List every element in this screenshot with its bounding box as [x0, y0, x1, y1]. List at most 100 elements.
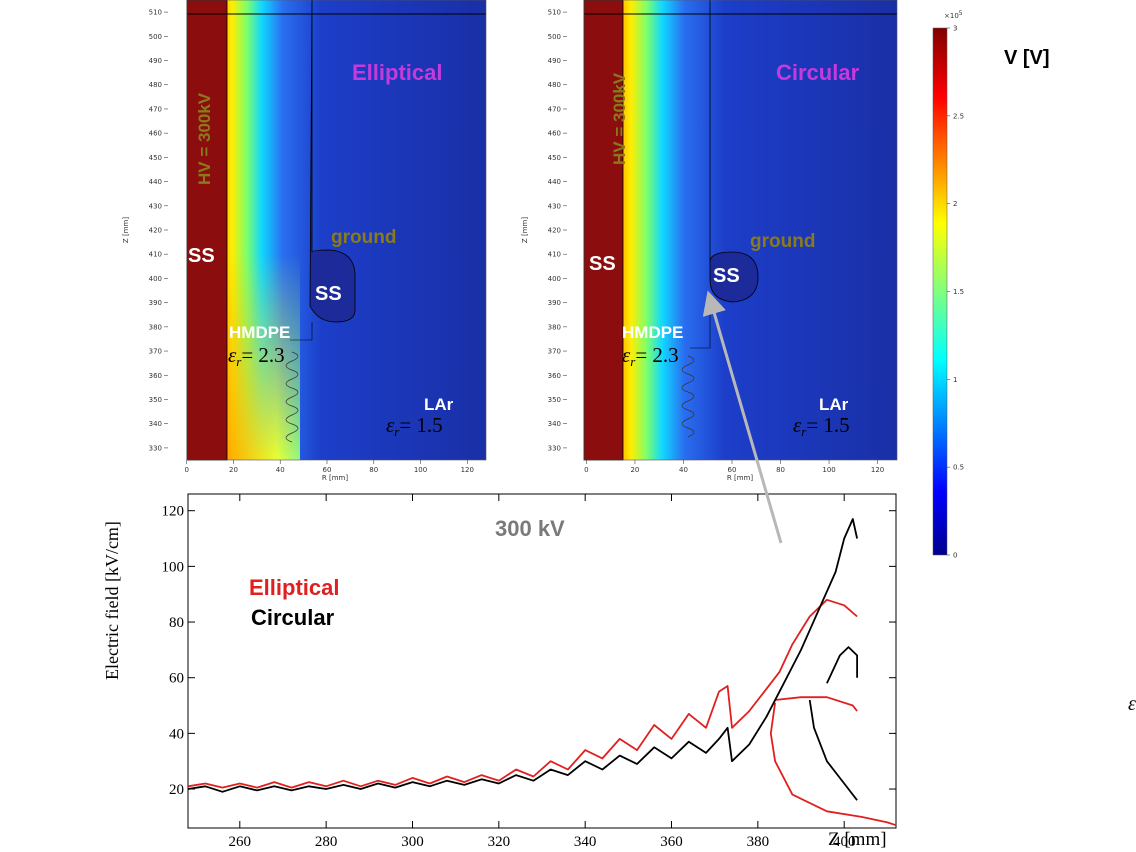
colorbar-tick-label: 0.5 — [953, 464, 964, 472]
hv-conductor — [186, 0, 228, 461]
legend-elliptical: Elliptical — [249, 575, 339, 600]
ss-left-label: SS — [589, 253, 616, 275]
insulator-corrugation — [285, 351, 299, 443]
colorbar: ×105 V [V] 3 2.5 2 1.5 1 0.5 0 — [932, 10, 1050, 560]
y-tick-label: 500 — [149, 33, 162, 41]
colorbar-tick-label: 1.5 — [953, 288, 964, 296]
y-tick-label: 100 — [162, 559, 185, 575]
y-tick-label: 360 — [149, 372, 162, 380]
x-tick-label: 260 — [229, 834, 252, 850]
colorbar-tick-label: 1 — [953, 376, 957, 384]
colorbar-tick-label: 0 — [953, 552, 957, 560]
y-tick-label: 450 — [548, 154, 561, 162]
series-line-circular-branches — [826, 646, 858, 684]
x-tick-label: 380 — [747, 834, 770, 850]
y-tick-label: 430 — [548, 202, 561, 210]
y-tick-label: 480 — [149, 81, 162, 89]
y-tick-label: 370 — [149, 348, 162, 356]
series-line-elliptical — [187, 598, 858, 789]
series-line-circular-lower — [808, 699, 858, 801]
colorbar-gradient — [932, 27, 948, 556]
y-tick-label: 420 — [149, 227, 162, 235]
y-tick-label: 450 — [149, 154, 162, 162]
y-tick-label: 500 — [548, 33, 561, 41]
y-axis-label: Z [mm] — [521, 217, 529, 243]
plot-frame — [583, 0, 898, 461]
hv-label: HV = 300kV — [610, 72, 629, 165]
x-tick-label: 60 — [323, 466, 332, 474]
y-tick-label: 120 — [162, 504, 185, 520]
y-tick-label: 20 — [169, 782, 184, 798]
y-tick-label: 440 — [149, 178, 162, 186]
x-tick-label: 280 — [315, 834, 338, 850]
x-tick-label: 40 — [679, 466, 688, 474]
model-title: Circular — [776, 60, 860, 85]
series-line-circular — [187, 518, 858, 793]
hmdpe-eps: εr= 2.3 — [622, 343, 679, 369]
lar-label: LAr — [424, 395, 454, 414]
x-tick-label: 320 — [488, 834, 511, 850]
x-axis-label: R [mm] — [727, 474, 753, 482]
x-tick-label: 100 — [822, 466, 835, 474]
x-tick-label: 20 — [229, 466, 238, 474]
x-tick-label: 120 — [461, 466, 474, 474]
lar-eps: εr= 1.5 — [386, 413, 443, 439]
colorbar-tick-label: 3 — [953, 25, 957, 33]
lar-eps: εr= 1.5 — [793, 413, 850, 439]
y-tick-label: 460 — [149, 130, 162, 138]
x-tick-label: 360 — [660, 834, 683, 850]
y-axis-label: Electric field [kV/cm] — [102, 521, 122, 680]
x-tick-label: 120 — [871, 466, 884, 474]
y-tick-label: 80 — [169, 615, 184, 631]
insulator-corrugation — [681, 355, 695, 438]
colorbar-tick-label: 2.5 — [953, 112, 964, 120]
x-tick-label: 20 — [630, 466, 639, 474]
clipped-glyph: ε — [1128, 693, 1136, 715]
y-tick-label: 390 — [149, 299, 162, 307]
y-tick-label: 360 — [548, 372, 561, 380]
y-tick-label: 430 — [149, 202, 162, 210]
y-tick-label: 420 — [548, 227, 561, 235]
hv-label: HV = 300kV — [195, 92, 214, 185]
y-tick-label: 490 — [548, 57, 561, 65]
axes: 0 20 40 60 80 100 120 330 340 350 360 370 380 390 400 4… — [521, 9, 884, 482]
series-line-elliptical-lower — [769, 702, 897, 827]
hmdpe-label: HMDPE — [622, 323, 683, 342]
ss-right-label: SS — [713, 265, 740, 287]
colorbar-title: V [V] — [1004, 47, 1050, 69]
axes: 260 280 300 320 340 360 380 400 20 40 60 80 100 120 — [162, 494, 896, 850]
y-tick-label: 380 — [149, 323, 162, 331]
lar-label: LAr — [819, 395, 849, 414]
y-tick-label: 340 — [548, 420, 561, 428]
ground-electrode — [309, 0, 356, 323]
electric-field-chart: 260 280 300 320 340 360 380 400 20 40 60 80 100 120 3… — [102, 493, 897, 850]
y-tick-label: 470 — [149, 105, 162, 113]
y-tick-label: 400 — [548, 275, 561, 283]
x-tick-label: 80 — [369, 466, 378, 474]
y-tick-label: 490 — [149, 57, 162, 65]
y-tick-label: 380 — [548, 323, 561, 331]
y-tick-label: 510 — [548, 9, 561, 17]
model-title: Elliptical — [352, 60, 442, 85]
x-tick-label: 40 — [276, 466, 285, 474]
x-tick-label: 100 — [414, 466, 427, 474]
pointer-arrow — [702, 290, 783, 544]
y-tick-label: 470 — [548, 105, 561, 113]
x-tick-label: 0 — [584, 466, 588, 474]
x-tick-label: 300 — [401, 834, 424, 850]
field-map — [187, 0, 486, 460]
axes: 0 20 40 60 80 100 120 330 340 350 360 370 380 390 400 4… — [122, 9, 474, 482]
series-line-elliptical-branches — [775, 696, 858, 712]
y-axis-label: Z [mm] — [122, 217, 130, 243]
x-tick-label: 80 — [776, 466, 785, 474]
chart-title: 300 kV — [495, 516, 565, 541]
field-map — [584, 0, 897, 460]
x-axis-label: R [mm] — [322, 474, 348, 482]
y-tick-label: 440 — [548, 178, 561, 186]
x-tick-label: 0 — [184, 466, 188, 474]
x-tick-label: 340 — [574, 834, 597, 850]
plot-frame — [187, 493, 897, 829]
x-tick-label: 400 — [833, 834, 856, 850]
y-tick-label: 410 — [548, 251, 561, 259]
hmdpe-label: HMDPE — [229, 323, 290, 342]
